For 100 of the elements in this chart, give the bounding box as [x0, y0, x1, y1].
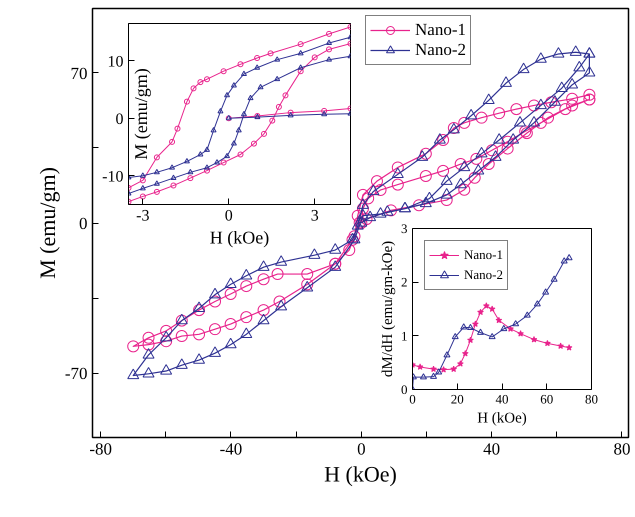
y-tick-label: 0: [116, 110, 124, 128]
point: [457, 360, 464, 367]
point: [488, 306, 496, 312]
point: [440, 366, 447, 373]
point: [187, 168, 194, 174]
point: [260, 130, 267, 137]
legend-label: Nano-2: [464, 267, 503, 283]
legend-label: Nano-2: [415, 40, 466, 60]
point: [140, 193, 146, 200]
point: [190, 85, 197, 92]
point: [220, 160, 227, 166]
point: [238, 61, 244, 68]
point: [477, 328, 484, 335]
point: [467, 336, 474, 344]
point: [282, 92, 288, 98]
point: [258, 84, 264, 90]
point: [230, 140, 237, 146]
y-tick-label: 1: [401, 328, 408, 344]
point: [204, 76, 210, 82]
x-axis-title: H (kOe): [477, 410, 527, 426]
y-tick-label: 70: [70, 64, 88, 83]
point: [435, 368, 442, 375]
point: [197, 79, 204, 86]
point: [140, 177, 146, 184]
point: [321, 110, 328, 116]
point: [517, 330, 524, 337]
point: [496, 316, 502, 324]
point: [326, 56, 332, 62]
point: [248, 94, 254, 100]
x-tick-label: 60: [540, 392, 554, 406]
point: [312, 54, 318, 60]
point: [154, 188, 160, 195]
point: [298, 50, 304, 56]
point: [238, 152, 244, 158]
point: [224, 152, 230, 158]
point: [430, 372, 438, 379]
point: [512, 320, 520, 326]
y-axis-title: dM/dH (emu/gm-kOe): [380, 240, 396, 378]
point: [240, 70, 247, 76]
point: [326, 46, 332, 52]
point: [430, 366, 437, 372]
point: [557, 342, 564, 349]
point: [204, 168, 210, 174]
point: [210, 126, 217, 132]
y-tick-label: 3: [401, 221, 408, 236]
point: [298, 68, 304, 74]
point: [140, 172, 146, 178]
x-tick-label: 0: [224, 208, 233, 224]
point: [482, 302, 490, 309]
point: [524, 311, 531, 318]
point: [477, 308, 484, 316]
x-tick-label: 20: [450, 392, 464, 406]
point: [230, 82, 237, 88]
point: [236, 126, 242, 132]
point: [466, 324, 474, 330]
x-tick-label: -40: [220, 440, 242, 458]
point: [169, 164, 176, 170]
point: [534, 300, 541, 306]
x-tick-label: 80: [613, 440, 630, 458]
point: [268, 50, 274, 56]
point: [240, 110, 247, 116]
point: [217, 108, 224, 114]
point: [488, 332, 496, 340]
point: [450, 366, 458, 372]
point: [276, 104, 282, 110]
x-tick-label: 80: [585, 392, 598, 406]
point: [174, 126, 180, 132]
y-tick-label: 10: [108, 53, 124, 70]
point: [321, 108, 328, 114]
point: [154, 180, 160, 186]
point: [204, 164, 210, 170]
point: [184, 158, 190, 164]
point: [288, 112, 294, 118]
point: [154, 154, 160, 160]
x-tick-label: -80: [89, 440, 112, 458]
point: [472, 320, 479, 327]
point: [443, 351, 450, 358]
point: [154, 168, 160, 174]
y-tick-label: 0: [401, 382, 408, 397]
point: [254, 54, 260, 61]
point: [269, 118, 276, 124]
point: [224, 92, 230, 98]
point: [169, 138, 176, 145]
legend-label: Nano-1: [464, 247, 503, 263]
point: [500, 324, 508, 332]
point: [220, 68, 227, 74]
point: [170, 182, 176, 189]
point: [170, 174, 176, 180]
point: [530, 336, 538, 343]
point: [326, 40, 332, 45]
point: [187, 175, 194, 182]
y-axis-title: M (emu/gm): [131, 68, 152, 160]
point: [140, 185, 146, 190]
x-tick-label: 40: [483, 440, 500, 458]
point: [560, 257, 568, 264]
point: [452, 332, 459, 340]
point: [544, 340, 551, 346]
point: [250, 140, 257, 147]
x-tick-label: 3: [310, 208, 319, 224]
point: [274, 56, 280, 62]
